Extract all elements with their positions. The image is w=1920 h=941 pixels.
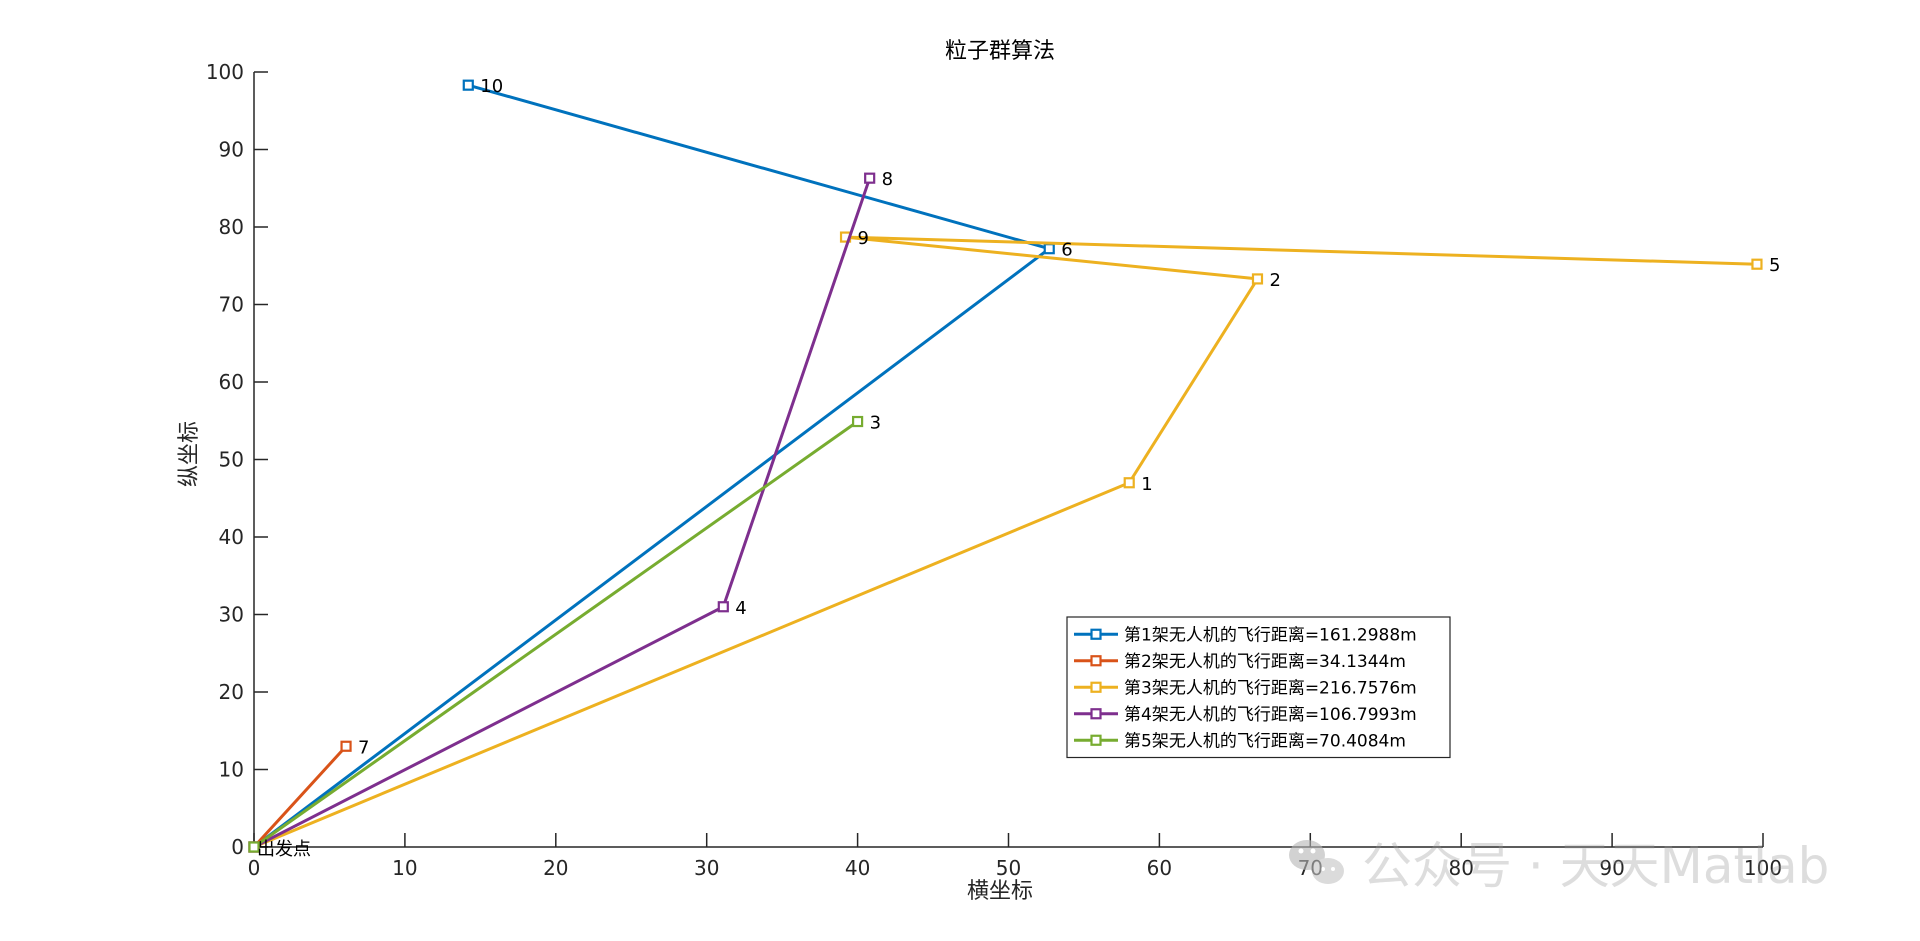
data-point-marker	[462, 79, 474, 91]
series-line	[252, 744, 348, 849]
legend-label: 第3架无人机的飞行距离=216.7576m	[1124, 678, 1417, 698]
point-label: 1	[1141, 474, 1152, 495]
x-tick-label: 30	[694, 856, 719, 880]
legend-swatch-marker	[1090, 708, 1102, 720]
series-line	[252, 235, 1759, 849]
y-tick-label: 80	[219, 215, 244, 239]
series-1	[248, 79, 1055, 853]
x-tick-label: 10	[392, 856, 417, 880]
y-tick-label: 90	[219, 138, 244, 162]
legend-label: 第5架无人机的飞行距离=70.4084m	[1124, 731, 1406, 751]
x-tick-label: 0	[248, 856, 261, 880]
legend-item: 第5架无人机的飞行距离=70.4084m	[1074, 731, 1406, 751]
point-label: 2	[1269, 270, 1280, 291]
wechat-icon	[1289, 840, 1344, 884]
point-label: 7	[358, 737, 369, 758]
point-label: 5	[1769, 255, 1780, 276]
y-tick-label: 100	[206, 60, 244, 84]
legend-swatch-marker	[1090, 681, 1102, 693]
axes: 0102030405060708090100010203040506070809…	[206, 60, 1782, 880]
data-point-marker	[340, 740, 352, 752]
y-tick-label: 0	[231, 835, 244, 859]
data-point-marker	[1751, 258, 1763, 270]
depot-label: 出发点	[257, 839, 311, 860]
legend-label: 第2架无人机的飞行距离=34.1344m	[1124, 652, 1406, 672]
point-label: 3	[870, 413, 881, 434]
data-point-marker	[851, 415, 864, 428]
point-label: 8	[882, 169, 893, 190]
x-tick-label: 60	[1147, 856, 1172, 880]
x-tick-label: 80	[1448, 856, 1473, 880]
data-point-marker	[864, 172, 876, 184]
x-tick-label: 40	[845, 856, 870, 880]
x-axis-label: 横坐标	[967, 879, 1033, 904]
series-line	[252, 420, 860, 849]
y-axis-label: 纵坐标	[177, 421, 202, 487]
chart-title: 粒子群算法	[945, 39, 1055, 64]
legend-item: 第1架无人机的飞行距离=161.2988m	[1074, 625, 1417, 645]
data-point-marker	[717, 601, 729, 613]
data-point-marker	[1251, 273, 1264, 285]
watermark: 公众号 · 天天Matlab	[1289, 837, 1829, 895]
y-tick-label: 70	[219, 293, 244, 317]
y-tick-label: 60	[219, 370, 244, 394]
legend: 第1架无人机的飞行距离=161.2988m 第2架无人机的飞行距离=34.1344…	[1066, 616, 1451, 759]
watermark-text: 公众号 · 天天Matlab	[1362, 837, 1829, 895]
series-layer	[248, 79, 1763, 853]
data-point-marker	[1043, 243, 1055, 255]
legend-swatch-marker	[1090, 655, 1102, 667]
y-tick-label: 40	[219, 525, 244, 549]
y-tick-label: 50	[219, 448, 244, 472]
series-5	[248, 415, 864, 853]
point-label: 9	[858, 228, 869, 249]
y-tick-label: 20	[219, 680, 244, 704]
legend-item: 第3架无人机的飞行距离=216.7576m	[1074, 678, 1417, 698]
y-tick-label: 30	[219, 603, 244, 627]
data-point-marker	[248, 841, 260, 853]
x-tick-label: 100	[1744, 856, 1782, 880]
x-tick-label: 20	[543, 856, 568, 880]
series-3	[248, 231, 1763, 853]
data-point-marker	[1123, 477, 1135, 489]
point-label: 6	[1061, 240, 1072, 261]
series-line	[252, 83, 1051, 849]
legend-label: 第1架无人机的飞行距离=161.2988m	[1124, 625, 1417, 645]
legend-label: 第4架无人机的飞行距离=106.7993m	[1124, 705, 1417, 725]
legend-item: 第4架无人机的飞行距离=106.7993m	[1074, 705, 1417, 725]
x-tick-label: 50	[996, 856, 1021, 880]
x-tick-label: 90	[1599, 856, 1624, 880]
point-label: 10	[480, 76, 503, 97]
legend-box	[1066, 616, 1451, 759]
y-tick-label: 10	[219, 758, 244, 782]
point-label: 4	[735, 598, 746, 619]
legend-swatch-marker	[1090, 628, 1102, 640]
series-2	[248, 740, 352, 853]
point-labels: 6 10 7 1 2 9 5 4 8 3 出发点	[257, 76, 1780, 860]
legend-item: 第2架无人机的飞行距离=34.1344m	[1074, 652, 1406, 672]
legend-swatch-marker	[1090, 734, 1102, 746]
